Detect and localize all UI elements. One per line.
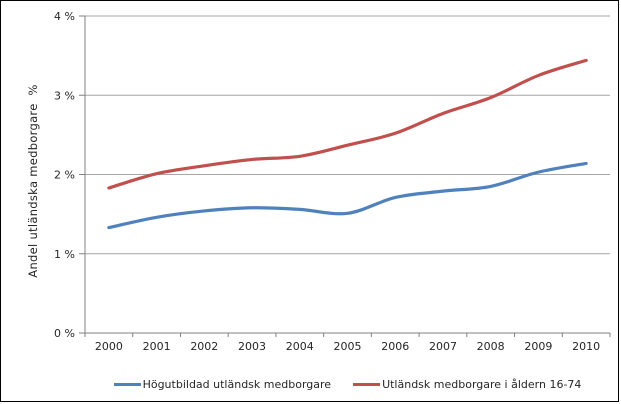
legend-line-sample-blue (113, 383, 141, 386)
legend-item-utlandsk-16-74: Utländsk medborgare i åldern 16-74 (353, 378, 581, 391)
legend-label-hogutbildad: Högutbildad utländsk medborgare (142, 378, 332, 391)
x-tick-label: 2007 (429, 340, 457, 353)
x-tick-label: 2002 (190, 340, 218, 353)
legend-label-utlandsk-16-74: Utländsk medborgare i åldern 16-74 (382, 378, 582, 391)
y-tick-label: 0 % (54, 327, 75, 340)
legend: Högutbildad utländsk medborgare Utländsk… (85, 378, 610, 391)
plot-area: 0 % 1 % 2 % 3 % 4 % 2000 2001 2002 2003 2004 2005 2… (54, 10, 611, 353)
x-tick-label: 2000 (95, 340, 123, 353)
y-tick-label: 2 % (54, 169, 75, 182)
legend-item-hogutbildad: Högutbildad utländsk medborgare (113, 378, 332, 391)
x-tick-label: 2010 (572, 340, 600, 353)
x-tick-label: 2008 (477, 340, 505, 353)
x-tick-label: 2003 (238, 340, 266, 353)
legend-line-sample-red (353, 383, 381, 386)
y-tick-label: 4 % (54, 10, 75, 23)
y-tick-label: 1 % (54, 248, 75, 261)
x-tick-label: 2005 (334, 340, 362, 353)
x-tick-label: 2001 (143, 340, 171, 353)
x-tick-label: 2009 (524, 340, 552, 353)
series-line-1 (107, 58, 588, 190)
x-tick-label: 2004 (286, 340, 314, 353)
x-tick-label: 2006 (381, 340, 409, 353)
y-tick-label: 3 % (54, 89, 75, 102)
series-line-0 (107, 161, 588, 230)
